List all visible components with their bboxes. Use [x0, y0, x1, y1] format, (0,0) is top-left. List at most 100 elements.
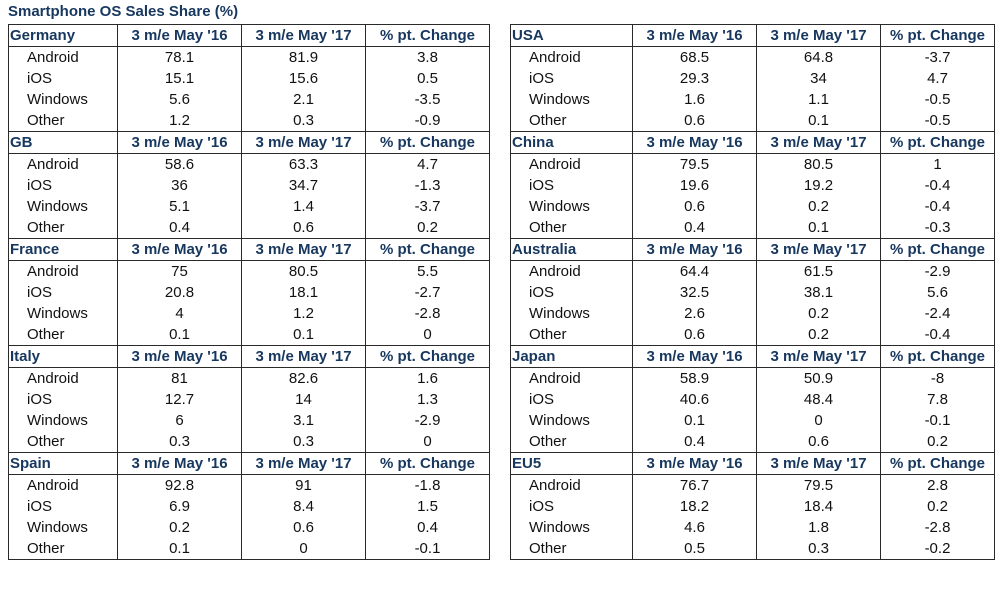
value-may17: 80.5: [756, 153, 881, 175]
column-header-may16: 3 m/e May '16: [632, 24, 757, 47]
os-name: iOS: [510, 389, 633, 410]
value-change: 1: [880, 153, 995, 175]
value-may16: 19.6: [632, 175, 757, 196]
value-may16: 5.1: [117, 196, 242, 217]
value-may17: 34: [756, 68, 881, 89]
value-may16: 32.5: [632, 282, 757, 303]
value-change: -2.8: [365, 303, 490, 324]
value-may16: 0.3: [117, 431, 242, 453]
os-name: iOS: [510, 282, 633, 303]
value-change: 1.3: [365, 389, 490, 410]
value-may16: 76.7: [632, 474, 757, 496]
region-header-row: GB 3 m/e May '16 3 m/e May '17% pt. Change: [8, 131, 490, 154]
value-change: 0.4: [365, 517, 490, 538]
value-change: 0: [365, 431, 490, 453]
value-change: -2.7: [365, 282, 490, 303]
os-name: Android: [8, 46, 118, 68]
os-name: iOS: [8, 389, 118, 410]
os-name: Other: [8, 217, 118, 239]
value-may17: 0.6: [241, 517, 366, 538]
value-may17: 64.8: [756, 46, 881, 68]
value-may16: 0.6: [632, 110, 757, 132]
value-change: 7.8: [880, 389, 995, 410]
os-name: Other: [510, 538, 633, 560]
os-name: Windows: [510, 89, 633, 110]
value-may16: 0.4: [117, 217, 242, 239]
column-header-may16: 3 m/e May '16: [632, 131, 757, 154]
value-may17: 79.5: [756, 474, 881, 496]
column-header-may17: 3 m/e May '17: [241, 24, 366, 47]
region-name: Germany: [8, 24, 118, 47]
table-row: Windows 5.6 2.1 -3.5: [8, 89, 490, 110]
region-name: Japan: [510, 345, 633, 368]
region-header-row: Spain 3 m/e May '16 3 m/e May '17% pt. Cha…: [8, 452, 490, 475]
table-row: Windows 0.6 0.2 -0.4: [510, 196, 995, 217]
table-row: iOS 15.1 15.6 0.5: [8, 68, 490, 89]
value-may17: 0: [241, 538, 366, 560]
column-header-may17: 3 m/e May '17: [241, 345, 366, 368]
os-name: iOS: [8, 68, 118, 89]
value-change: -1.3: [365, 175, 490, 196]
value-may16: 15.1: [117, 68, 242, 89]
value-may17: 15.6: [241, 68, 366, 89]
value-may16: 92.8: [117, 474, 242, 496]
column-header-may17: 3 m/e May '17: [756, 238, 881, 261]
os-name: Windows: [510, 517, 633, 538]
value-may17: 0.2: [756, 196, 881, 217]
table-row: Android 78.1 81.9 3.8: [8, 46, 490, 68]
value-change: 5.6: [880, 282, 995, 303]
table-row: Windows 1.6 1.1 -0.5: [510, 89, 995, 110]
value-change: -0.4: [880, 324, 995, 346]
value-change: 2.8: [880, 474, 995, 496]
table-row: Other 0.6 0.2 -0.4: [510, 324, 995, 346]
value-change: -0.2: [880, 538, 995, 560]
os-name: iOS: [8, 175, 118, 196]
table-row: Android 81 82.6 1.6: [8, 367, 490, 389]
region-header-row: USA 3 m/e May '16 3 m/e May '17% pt. Chang…: [510, 24, 995, 47]
table-row: Other 0.3 0.3 0: [8, 431, 490, 453]
value-may16: 29.3: [632, 68, 757, 89]
column-header-change: % pt. Change: [365, 238, 490, 261]
value-change: -0.1: [365, 538, 490, 560]
table-row: Other 0.4 0.6 0.2: [8, 217, 490, 239]
left-column: Germany 3 m/e May '16 3 m/e May '17% pt. C…: [8, 24, 490, 560]
value-may17: 0: [756, 410, 881, 431]
column-header-may16: 3 m/e May '16: [632, 452, 757, 475]
os-name: Other: [510, 217, 633, 239]
table-row: Other 0.4 0.6 0.2: [510, 431, 995, 453]
region-name: EU5: [510, 452, 633, 475]
value-may16: 20.8: [117, 282, 242, 303]
os-name: Android: [510, 46, 633, 68]
value-change: -0.4: [880, 196, 995, 217]
value-change: -1.8: [365, 474, 490, 496]
os-name: Android: [510, 367, 633, 389]
table-row: iOS 40.6 48.4 7.8: [510, 389, 995, 410]
table-row: iOS 29.3 34 4.7: [510, 68, 995, 89]
value-may17: 0.3: [241, 110, 366, 132]
region-header-row: EU5 3 m/e May '16 3 m/e May '17% pt. Chang…: [510, 452, 995, 475]
os-name: Android: [8, 367, 118, 389]
value-may17: 0.6: [241, 217, 366, 239]
value-may17: 0.3: [241, 431, 366, 453]
value-may16: 0.1: [632, 410, 757, 431]
region-name: France: [8, 238, 118, 261]
os-name: iOS: [8, 282, 118, 303]
column-header-may16: 3 m/e May '16: [117, 452, 242, 475]
column-header-may17: 3 m/e May '17: [241, 238, 366, 261]
region-name: Italy: [8, 345, 118, 368]
value-may17: 61.5: [756, 260, 881, 282]
region-name: Spain: [8, 452, 118, 475]
value-may16: 1.2: [117, 110, 242, 132]
value-may17: 0.2: [756, 324, 881, 346]
value-may16: 0.6: [632, 196, 757, 217]
table-row: Android 68.5 64.8 -3.7: [510, 46, 995, 68]
value-may17: 1.1: [756, 89, 881, 110]
value-may17: 0.2: [756, 303, 881, 324]
table-row: Windows 4.6 1.8 -2.8: [510, 517, 995, 538]
value-change: 0.2: [365, 217, 490, 239]
value-may16: 18.2: [632, 496, 757, 517]
table-row: Android 76.7 79.5 2.8: [510, 474, 995, 496]
value-may17: 1.4: [241, 196, 366, 217]
table-row: Other 1.2 0.3 -0.9: [8, 110, 490, 132]
value-may16: 0.4: [632, 217, 757, 239]
